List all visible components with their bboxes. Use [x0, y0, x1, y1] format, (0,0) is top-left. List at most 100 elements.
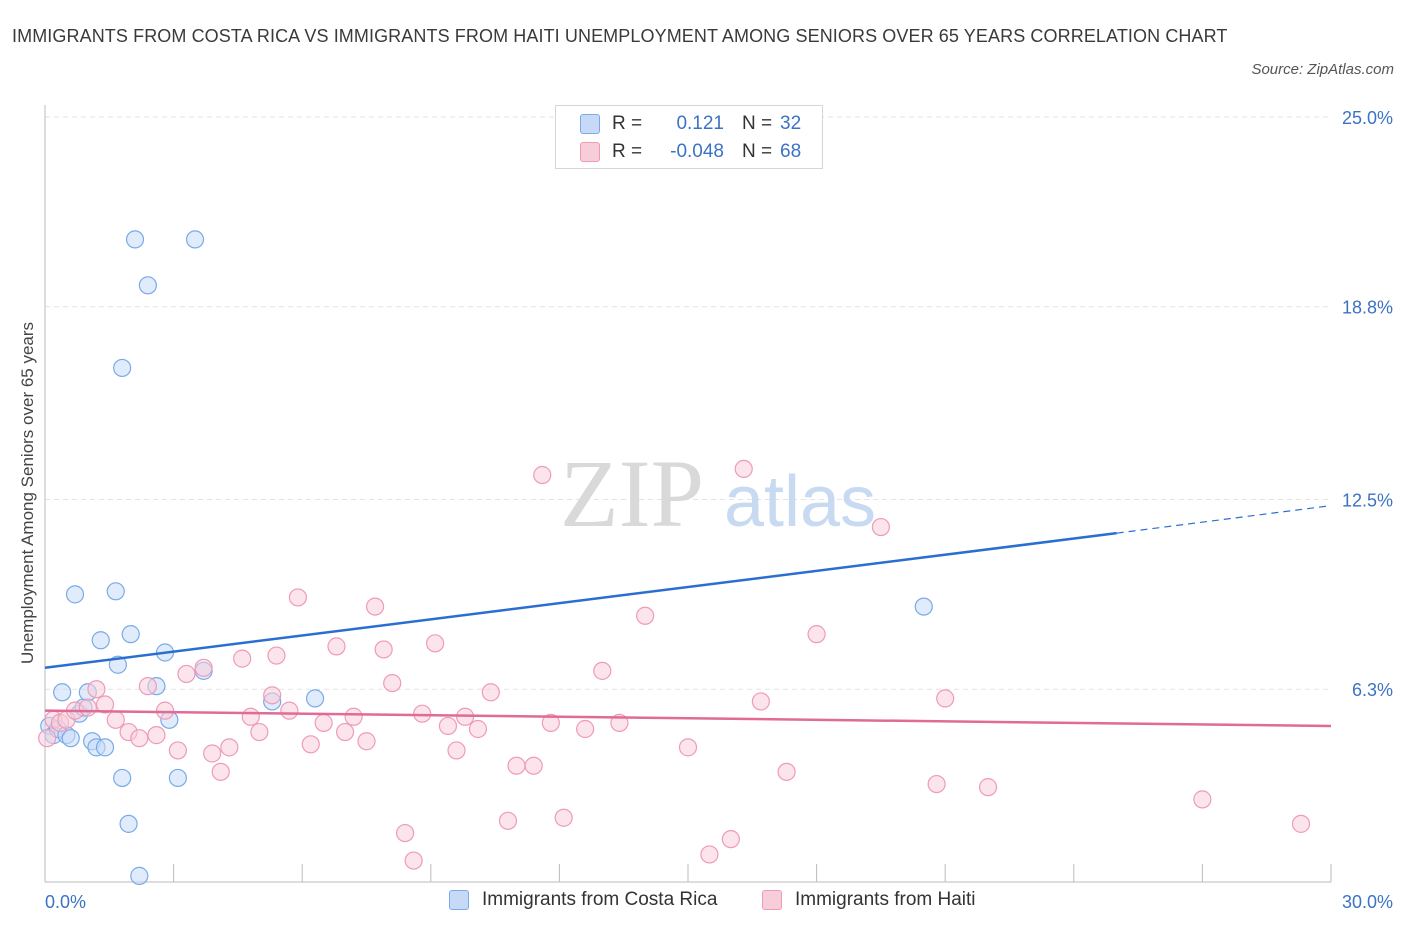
- y-tick-label: 12.5%: [1342, 491, 1393, 511]
- point-haiti: [220, 738, 239, 757]
- point-haiti: [314, 713, 333, 732]
- point-haiti: [168, 741, 187, 760]
- point-haiti: [177, 664, 196, 684]
- point-haiti: [383, 673, 402, 693]
- point-haiti: [1291, 814, 1311, 833]
- point-costa-rica: [113, 358, 132, 378]
- point-haiti: [678, 738, 698, 757]
- point-haiti: [438, 716, 458, 736]
- point-haiti: [807, 625, 826, 644]
- point-haiti: [576, 719, 595, 739]
- point-haiti: [447, 741, 466, 760]
- y-axis-label: Unemployment Among Seniors over 65 years: [18, 321, 37, 665]
- point-costa-rica: [168, 768, 187, 788]
- point-costa-rica: [113, 768, 132, 788]
- point-haiti: [404, 851, 423, 870]
- point-haiti: [106, 710, 125, 729]
- point-costa-rica: [53, 683, 72, 702]
- legend-r-label: R =: [612, 113, 643, 134]
- point-haiti: [233, 649, 252, 668]
- point-costa-rica: [125, 230, 145, 249]
- points-layer: [38, 230, 1311, 885]
- chart-title: IMMIGRANTS FROM COSTA RICA VS IMMIGRANTS…: [12, 26, 1228, 46]
- point-haiti: [301, 735, 320, 754]
- point-haiti: [374, 640, 393, 659]
- point-costa-rica: [106, 582, 125, 601]
- point-costa-rica: [305, 689, 325, 708]
- point-haiti: [978, 778, 998, 797]
- point-costa-rica: [121, 625, 140, 644]
- point-haiti: [147, 726, 166, 745]
- point-haiti: [936, 689, 955, 708]
- tick-label-layer: 6.3% 12.5% 18.8% 25.0% 0.0% 30.0%: [45, 108, 1393, 912]
- grid-layer: [45, 116, 1331, 690]
- y-tick-label: 6.3%: [1352, 680, 1393, 700]
- point-haiti: [507, 756, 526, 775]
- legend-n-value: 32: [780, 113, 802, 134]
- point-costa-rica: [65, 585, 85, 604]
- source-label: Source: ZipAtlas.com: [1251, 61, 1394, 78]
- point-costa-rica: [138, 276, 157, 295]
- bottom-legend-label-haiti: Immigrants from Haiti: [795, 889, 976, 910]
- watermark: ZIP atlas: [560, 440, 876, 547]
- point-haiti: [734, 459, 753, 478]
- point-haiti: [751, 692, 770, 711]
- point-haiti: [130, 729, 149, 748]
- point-haiti: [498, 811, 518, 830]
- point-haiti: [365, 597, 385, 616]
- point-haiti: [554, 808, 573, 827]
- point-haiti: [721, 830, 740, 849]
- point-haiti: [777, 762, 796, 781]
- point-haiti: [280, 701, 299, 720]
- point-costa-rica: [95, 738, 115, 757]
- axis-layer: [44, 105, 1332, 883]
- legend-n-value: 68: [780, 141, 802, 162]
- trend-layer: [44, 505, 1332, 728]
- point-costa-rica: [61, 729, 80, 748]
- point-haiti: [700, 845, 719, 864]
- legend-swatch-costa-rica: [580, 114, 600, 134]
- legend-swatch-haiti: [580, 142, 600, 162]
- legend-row-costa-rica: R = 0.121 N = 32: [580, 111, 801, 137]
- bottom-legend-haiti: Immigrants from Haiti: [762, 889, 976, 911]
- point-haiti: [533, 465, 552, 485]
- point-haiti: [344, 707, 363, 726]
- point-haiti: [1193, 790, 1212, 809]
- point-costa-rica: [108, 655, 127, 674]
- point-haiti: [263, 686, 282, 705]
- trend-line-haiti: [44, 709, 1332, 728]
- point-haiti: [636, 606, 655, 625]
- legend-row-haiti: R = -0.048 N = 68: [580, 139, 801, 165]
- point-haiti: [927, 774, 946, 794]
- point-haiti: [541, 713, 560, 732]
- point-haiti: [138, 677, 157, 696]
- point-haiti: [593, 661, 612, 680]
- point-haiti: [241, 707, 260, 726]
- point-haiti: [327, 637, 346, 656]
- point-haiti: [468, 719, 488, 739]
- y-tick-label: 25.0%: [1342, 108, 1393, 128]
- point-haiti: [95, 695, 115, 714]
- point-costa-rica: [914, 597, 933, 616]
- trend-extension-costa-rica: [1116, 505, 1332, 534]
- x-tick-label: 0.0%: [45, 892, 86, 912]
- legend-n-label: N =: [742, 113, 773, 134]
- point-haiti: [524, 756, 543, 775]
- point-haiti: [481, 683, 500, 702]
- point-haiti: [413, 704, 432, 723]
- point-haiti: [267, 646, 286, 665]
- point-costa-rica: [130, 866, 149, 885]
- point-haiti: [203, 744, 222, 763]
- point-costa-rica: [185, 230, 205, 249]
- y-tick-label: 18.8%: [1342, 298, 1393, 318]
- legend-n-label: N =: [742, 141, 773, 162]
- legend-r-value: 0.121: [676, 113, 724, 134]
- point-haiti: [78, 698, 97, 717]
- bottom-legend-label-costa-rica: Immigrants from Costa Rica: [482, 889, 718, 910]
- point-haiti: [425, 634, 445, 653]
- bottom-legend-costa-rica: Immigrants from Costa Rica: [449, 889, 717, 911]
- point-costa-rica: [119, 814, 138, 833]
- legend-r-label: R =: [612, 141, 643, 162]
- point-haiti: [250, 722, 269, 742]
